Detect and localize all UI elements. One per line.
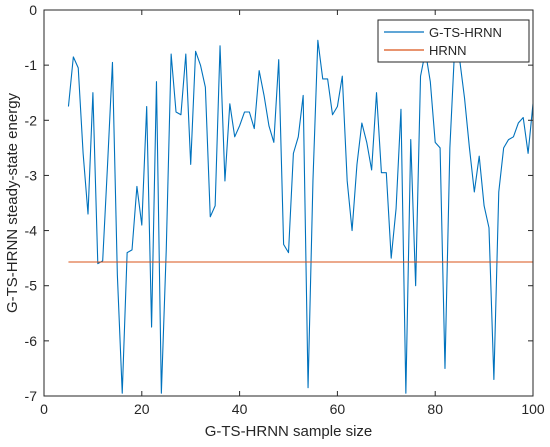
x-tick-label: 80	[427, 401, 443, 417]
y-tick-label: -1	[25, 57, 38, 73]
y-tick-label: -3	[25, 167, 38, 183]
x-tick-label: 40	[232, 401, 248, 417]
legend-label-g-ts-hrnn: G-TS-HRNN	[429, 25, 502, 40]
y-tick-label: 0	[29, 2, 37, 18]
y-tick-label: -4	[25, 223, 38, 239]
legend: G-TS-HRNN HRNN	[377, 19, 530, 63]
y-tick-label: -7	[25, 388, 38, 404]
y-axis-title: G-TS-HRNN steady-state energy	[4, 92, 21, 313]
plot-area-frame	[43, 9, 534, 397]
x-tick-label: 100	[521, 401, 545, 417]
x-axis-title: G-TS-HRNN sample size	[205, 423, 373, 440]
x-tick-label: 60	[330, 401, 346, 417]
y-tick-label: -6	[25, 333, 38, 349]
legend-label-hrnn: HRNN	[429, 43, 467, 58]
x-tick-label: 0	[40, 401, 48, 417]
y-tick-label: -2	[25, 112, 38, 128]
legend-box	[377, 19, 530, 63]
x-tick-label: 20	[134, 401, 150, 417]
axis-ticks: 0 20 40 60 80 100 -7 -6 -5 -4 -3 -2 -1 0	[25, 2, 545, 417]
y-tick-label: -5	[25, 278, 38, 294]
